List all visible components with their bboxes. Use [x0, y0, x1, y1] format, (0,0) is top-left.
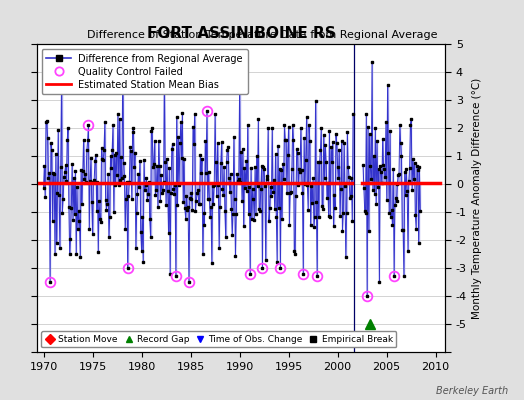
Y-axis label: Monthly Temperature Anomaly Difference (°C): Monthly Temperature Anomaly Difference (… [473, 77, 483, 319]
Text: Difference of Station Temperature Data from Regional Average: Difference of Station Temperature Data f… [87, 30, 437, 40]
Title: FORT ASSINIBOINE RS: FORT ASSINIBOINE RS [147, 26, 335, 42]
Legend: Station Move, Record Gap, Time of Obs. Change, Empirical Break: Station Move, Record Gap, Time of Obs. C… [41, 331, 396, 348]
Text: Berkeley Earth: Berkeley Earth [436, 386, 508, 396]
